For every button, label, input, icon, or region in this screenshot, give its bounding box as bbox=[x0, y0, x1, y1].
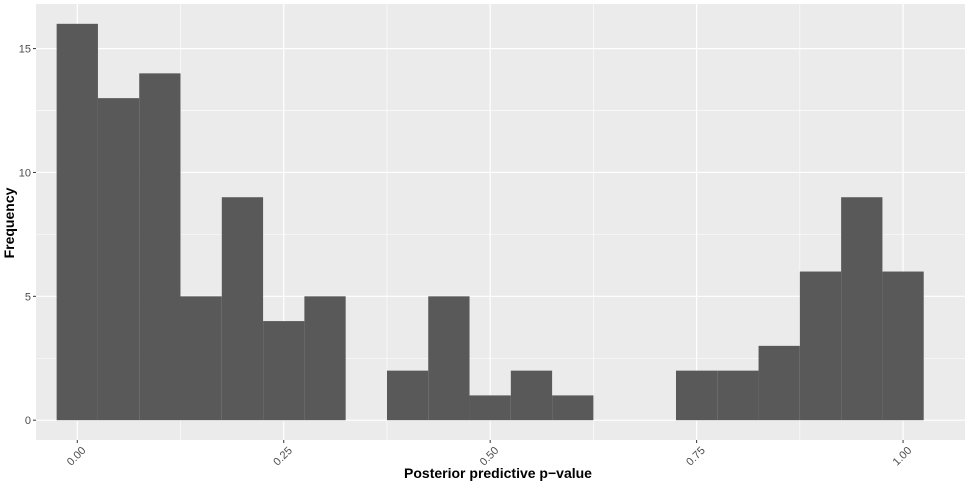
histogram-bar bbox=[758, 345, 800, 421]
histogram-bar bbox=[675, 370, 718, 421]
y-axis-title: Frequency bbox=[1, 187, 17, 258]
histogram-bar bbox=[882, 271, 924, 421]
y-tick-label: 0 bbox=[25, 415, 31, 427]
histogram-bar bbox=[180, 296, 222, 421]
x-tick-label: 0.75 bbox=[684, 445, 708, 469]
histogram-bar bbox=[510, 370, 553, 421]
histogram-bar bbox=[428, 296, 470, 421]
histogram-bar bbox=[221, 197, 264, 421]
histogram-bar bbox=[469, 395, 511, 421]
histogram-bar bbox=[304, 296, 346, 421]
histogram-bar bbox=[717, 370, 759, 421]
y-tick-label: 15 bbox=[19, 44, 31, 56]
x-tick-label: 1.00 bbox=[891, 445, 915, 469]
histogram-bar bbox=[263, 321, 305, 421]
histogram-bar bbox=[139, 73, 181, 421]
histogram-bar bbox=[841, 197, 883, 421]
histogram-bars bbox=[56, 23, 924, 421]
histogram-bar bbox=[97, 98, 140, 421]
y-tick-label: 10 bbox=[19, 167, 31, 179]
x-tick-label: 0.00 bbox=[65, 445, 89, 469]
histogram-bar bbox=[386, 370, 429, 421]
histogram-bar bbox=[56, 23, 98, 421]
histogram-bar bbox=[799, 271, 842, 421]
histogram-bar bbox=[552, 395, 594, 421]
y-tick-label: 5 bbox=[25, 291, 31, 303]
x-tick-label: 0.25 bbox=[271, 445, 295, 469]
x-axis-title: Posterior predictive p−value bbox=[404, 465, 592, 481]
